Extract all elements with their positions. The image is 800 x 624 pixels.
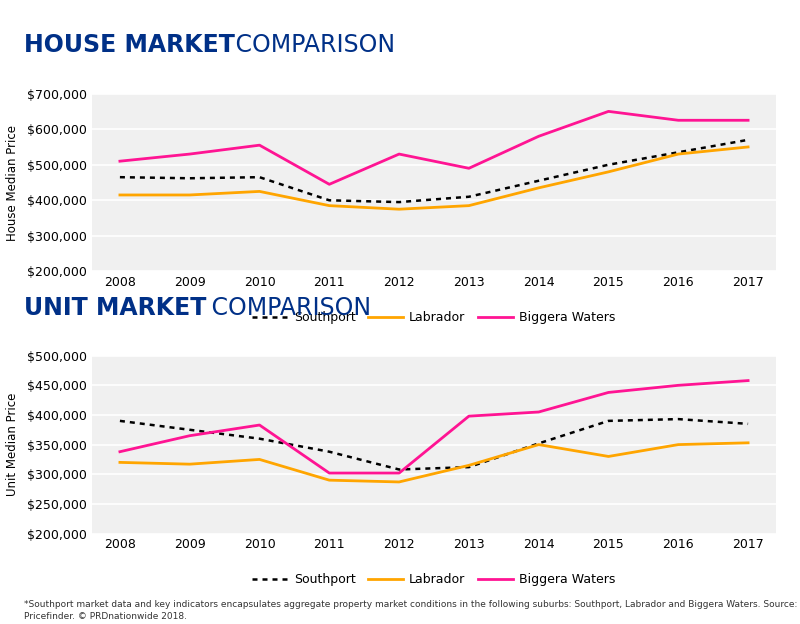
Legend: Southport, Labrador, Biggera Waters: Southport, Labrador, Biggera Waters: [247, 306, 621, 329]
Legend: Southport, Labrador, Biggera Waters: Southport, Labrador, Biggera Waters: [247, 568, 621, 591]
Text: COMPARISON: COMPARISON: [204, 296, 371, 320]
Text: UNIT MARKET: UNIT MARKET: [24, 296, 206, 320]
Y-axis label: Unit Median Price: Unit Median Price: [6, 393, 19, 496]
Y-axis label: House Median Price: House Median Price: [6, 125, 19, 240]
Text: HOUSE MARKET: HOUSE MARKET: [24, 34, 235, 57]
Text: COMPARISON: COMPARISON: [228, 34, 395, 57]
Text: *Southport market data and key indicators encapsulates aggregate property market: *Southport market data and key indicator…: [24, 600, 800, 621]
